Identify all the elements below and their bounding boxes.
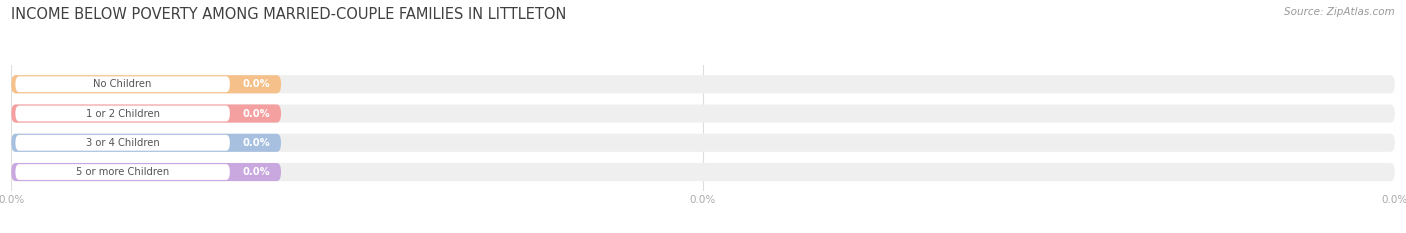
Text: No Children: No Children bbox=[93, 79, 152, 89]
FancyBboxPatch shape bbox=[11, 134, 281, 152]
Text: 0.0%: 0.0% bbox=[242, 79, 270, 89]
FancyBboxPatch shape bbox=[11, 163, 1395, 181]
FancyBboxPatch shape bbox=[15, 76, 229, 92]
FancyBboxPatch shape bbox=[11, 134, 1395, 152]
Text: 0.0%: 0.0% bbox=[242, 138, 270, 148]
Text: Source: ZipAtlas.com: Source: ZipAtlas.com bbox=[1284, 7, 1395, 17]
FancyBboxPatch shape bbox=[15, 135, 229, 151]
Text: 0.0%: 0.0% bbox=[242, 109, 270, 119]
FancyBboxPatch shape bbox=[15, 164, 229, 180]
Text: 0.0%: 0.0% bbox=[242, 167, 270, 177]
Text: INCOME BELOW POVERTY AMONG MARRIED-COUPLE FAMILIES IN LITTLETON: INCOME BELOW POVERTY AMONG MARRIED-COUPL… bbox=[11, 7, 567, 22]
Text: 1 or 2 Children: 1 or 2 Children bbox=[86, 109, 160, 119]
FancyBboxPatch shape bbox=[11, 75, 1395, 93]
Text: 3 or 4 Children: 3 or 4 Children bbox=[86, 138, 159, 148]
FancyBboxPatch shape bbox=[11, 104, 1395, 123]
FancyBboxPatch shape bbox=[11, 104, 281, 123]
FancyBboxPatch shape bbox=[11, 75, 281, 93]
Text: 5 or more Children: 5 or more Children bbox=[76, 167, 169, 177]
FancyBboxPatch shape bbox=[15, 106, 229, 121]
FancyBboxPatch shape bbox=[11, 163, 281, 181]
